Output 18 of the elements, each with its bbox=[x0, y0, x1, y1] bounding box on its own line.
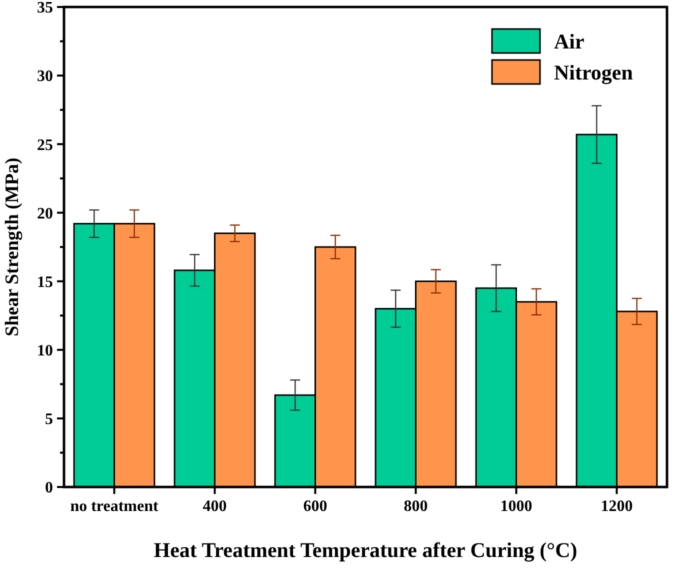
x-tick-label: 600 bbox=[303, 498, 328, 515]
legend-label: Air bbox=[554, 29, 584, 54]
legend-label: Nitrogen bbox=[554, 60, 634, 84]
y-axis-title: Shear Strength (MPa) bbox=[2, 158, 23, 336]
x-tick-label: 800 bbox=[404, 498, 428, 515]
y-tick-label: 15 bbox=[37, 274, 53, 291]
y-tick-label: 10 bbox=[37, 342, 53, 360]
x-tick-label: 1200 bbox=[600, 498, 633, 515]
y-tick-label: 5 bbox=[45, 411, 53, 428]
x-tick-label: no treatment bbox=[70, 498, 159, 515]
y-tick-label: 25 bbox=[37, 136, 53, 154]
y-tick-label: 35 bbox=[37, 0, 53, 17]
y-tick-label: 30 bbox=[37, 68, 53, 86]
x-tick-label: 400 bbox=[202, 498, 227, 515]
x-tick-label: 1000 bbox=[500, 498, 532, 515]
y-tick-label: 0 bbox=[45, 480, 53, 497]
y-tick-label: 20 bbox=[37, 205, 53, 222]
x-axis-title: Heat Treatment Temperature after Curing (°C) bbox=[154, 538, 578, 562]
